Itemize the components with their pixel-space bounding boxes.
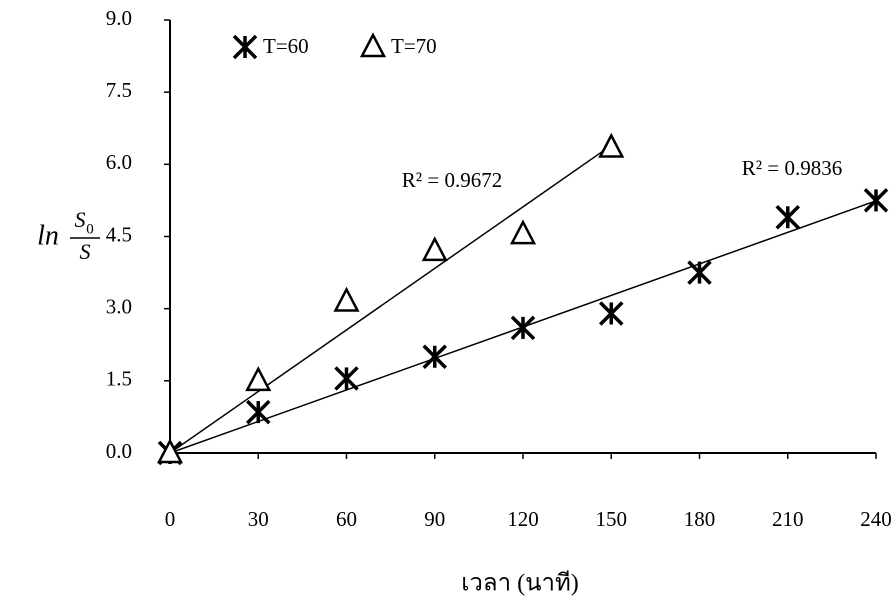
y-label-prefix: ln: [37, 220, 59, 251]
y-tick-label: 7.5: [106, 78, 132, 102]
y-tick-label: 1.5: [106, 367, 132, 391]
marker-shape: [600, 135, 622, 156]
asterisk-marker: [777, 206, 799, 228]
x-tick-label: 180: [684, 507, 716, 531]
asterisk-marker: [424, 346, 446, 368]
annotation: R² = 0.9672: [402, 168, 502, 192]
y-label-subscript: 0: [86, 221, 94, 237]
triangle-marker: [600, 135, 622, 156]
marker-shape: [336, 289, 358, 310]
y-tick-label: 9.0: [106, 6, 132, 30]
marker-shape: [424, 239, 446, 260]
annotation: R² = 0.9836: [742, 156, 842, 180]
y-tick-label: 6.0: [106, 150, 132, 174]
x-tick-label: 120: [507, 507, 539, 531]
legend-label: T=70: [391, 34, 437, 58]
x-tick-label: 0: [165, 507, 176, 531]
asterisk-marker: [234, 36, 256, 58]
x-tick-label: 240: [860, 507, 892, 531]
triangle-marker: [362, 35, 384, 56]
marker-shape: [362, 35, 384, 56]
y-tick-label: 0.0: [106, 439, 132, 463]
asterisk-marker: [247, 401, 269, 423]
y-label-numerator: S: [75, 207, 86, 232]
triangle-marker: [512, 222, 534, 243]
asterisk-marker: [512, 317, 534, 339]
triangle-marker: [424, 239, 446, 260]
chart: ln S 0 S เวลา (นาที) R² = 0.9836 R² = 0.…: [0, 0, 896, 602]
legend-label: T=60: [263, 34, 309, 58]
y-label-denominator: S: [80, 239, 91, 264]
asterisk-marker: [600, 302, 622, 324]
x-tick-label: 60: [336, 507, 357, 531]
asterisk-marker: [689, 262, 711, 284]
x-tick-label: 30: [248, 507, 269, 531]
x-tick-label: 90: [424, 507, 445, 531]
y-tick-label: 3.0: [106, 294, 132, 318]
asterisk-marker: [336, 367, 358, 389]
marker-shape: [247, 369, 269, 390]
x-tick-label: 210: [772, 507, 804, 531]
x-axis-title: เวลา (นาที): [461, 570, 579, 597]
trendline: [170, 145, 611, 453]
marker-shape: [512, 222, 534, 243]
asterisk-marker: [865, 189, 887, 211]
y-tick-label: 4.5: [106, 222, 132, 246]
x-tick-label: 150: [596, 507, 628, 531]
triangle-marker: [336, 289, 358, 310]
triangle-marker: [247, 369, 269, 390]
y-axis-title: ln S 0 S: [37, 207, 100, 264]
